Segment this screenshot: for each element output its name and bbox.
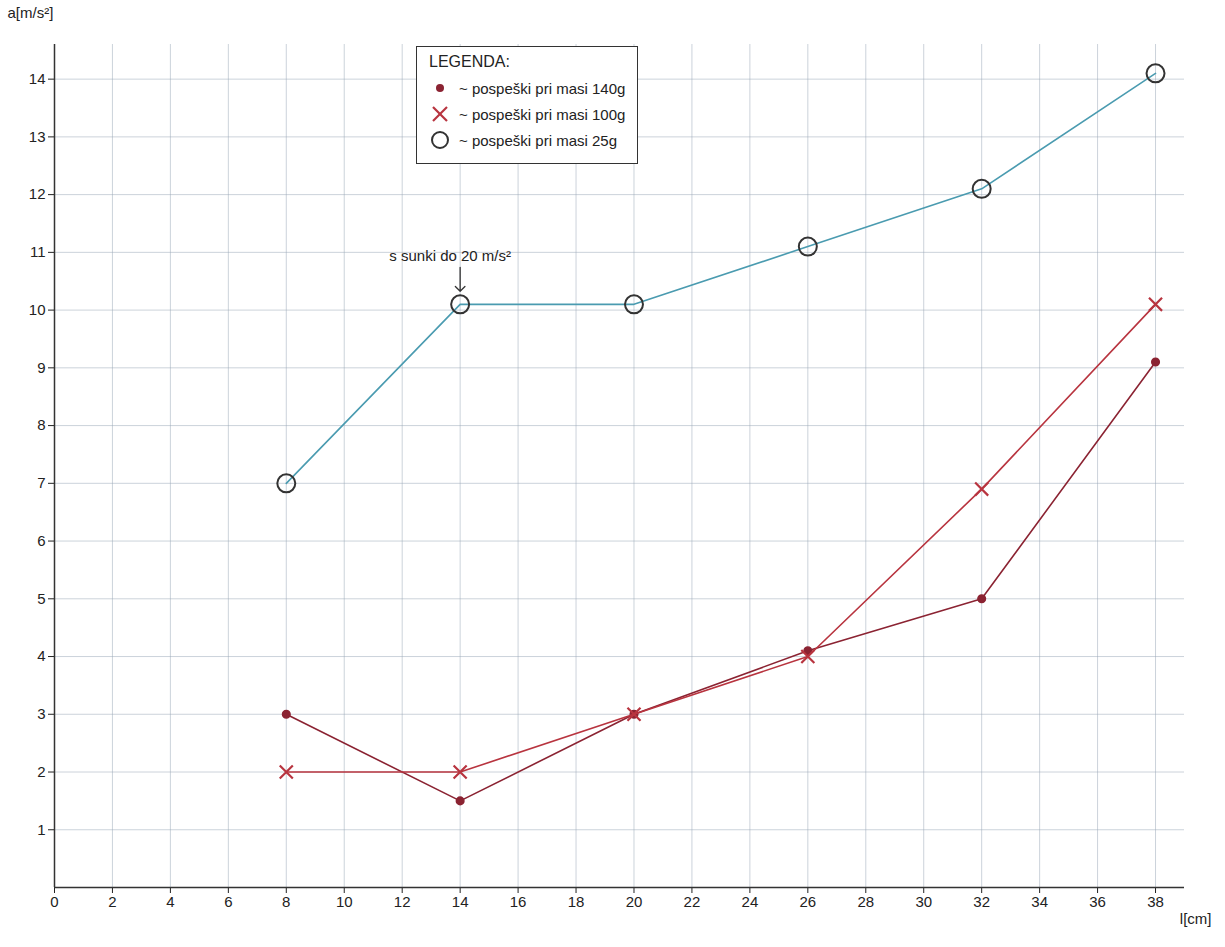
- svg-text:a[m/s²]: a[m/s²]: [8, 4, 54, 21]
- svg-text:36: 36: [1089, 893, 1106, 910]
- svg-text:12: 12: [394, 893, 411, 910]
- html-text:~ pospeški pri masi 25g: ~ pospeški pri masi 25g: [459, 131, 617, 149]
- svg-text:16: 16: [510, 893, 527, 910]
- svg-text:12: 12: [29, 185, 46, 202]
- svg-text:0: 0: [50, 893, 58, 910]
- svg-text:7: 7: [37, 474, 45, 491]
- svg-text:8: 8: [282, 893, 290, 910]
- svg-text:28: 28: [857, 893, 874, 910]
- svg-text:22: 22: [684, 893, 701, 910]
- svg-text:l[cm]: l[cm]: [1180, 910, 1212, 927]
- svg-text:30: 30: [915, 893, 932, 910]
- svg-text:s sunki do 20 m/s²: s sunki do 20 m/s²: [389, 247, 511, 264]
- html-text:LEGENDA:: LEGENDA:: [429, 53, 510, 70]
- svg-text:6: 6: [37, 532, 45, 549]
- svg-text:11: 11: [30, 243, 46, 260]
- svg-text:4: 4: [166, 893, 174, 910]
- svg-text:1: 1: [37, 821, 45, 838]
- svg-text:6: 6: [224, 893, 232, 910]
- html-text:~ pospeški pri masi 140g: ~ pospeški pri masi 140g: [459, 79, 626, 97]
- svg-text:3: 3: [37, 705, 45, 722]
- svg-text:4: 4: [37, 647, 45, 664]
- svg-text:2: 2: [108, 893, 116, 910]
- svg-text:34: 34: [1031, 893, 1048, 910]
- svg-text:24: 24: [742, 893, 759, 910]
- svg-text:8: 8: [37, 416, 45, 433]
- svg-text:5: 5: [37, 590, 45, 607]
- svg-text:26: 26: [799, 893, 816, 910]
- html-text:~ pospeški pri masi 100g: ~ pospeški pri masi 100g: [459, 105, 626, 123]
- svg-text:20: 20: [626, 893, 643, 910]
- svg-text:10: 10: [29, 301, 46, 318]
- svg-text:32: 32: [973, 893, 990, 910]
- svg-text:18: 18: [568, 893, 585, 910]
- svg-text:14: 14: [452, 893, 469, 910]
- svg-text:10: 10: [336, 893, 353, 910]
- svg-text:13: 13: [29, 128, 46, 145]
- svg-text:38: 38: [1147, 893, 1164, 910]
- svg-text:14: 14: [29, 70, 46, 87]
- svg-text:9: 9: [37, 359, 45, 376]
- svg-text:2: 2: [37, 763, 45, 780]
